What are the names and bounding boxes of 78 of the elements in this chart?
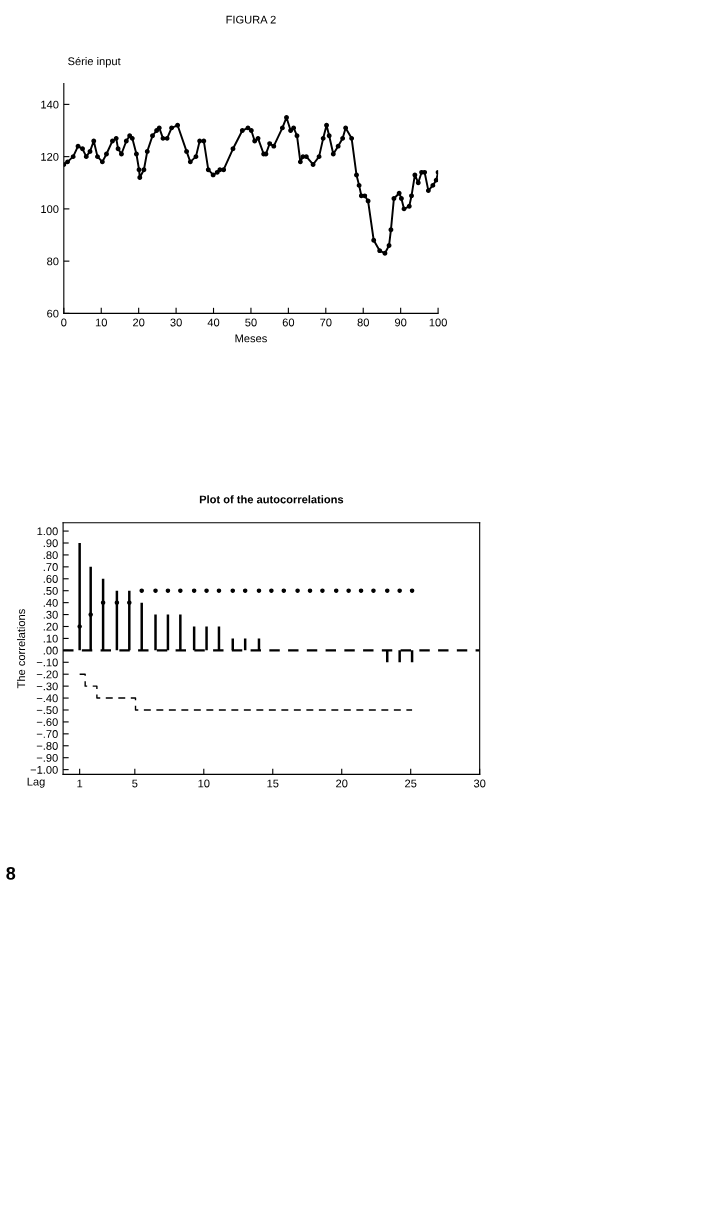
point bbox=[269, 588, 274, 593]
point bbox=[114, 600, 120, 605]
x-tick-label: 10 bbox=[95, 318, 107, 327]
point bbox=[216, 588, 222, 593]
point bbox=[242, 588, 248, 593]
point bbox=[256, 588, 262, 593]
point bbox=[100, 600, 106, 605]
y-tick-label: −.60 bbox=[36, 718, 58, 727]
y-tick-label: 100 bbox=[41, 205, 59, 214]
y-tick-label: .20 bbox=[43, 622, 58, 631]
x-tick-label: 25 bbox=[405, 779, 417, 788]
x-tick-label: 40 bbox=[207, 318, 220, 327]
y-tick-label: −.40 bbox=[36, 694, 58, 703]
x-axis-title: Meses bbox=[235, 334, 267, 343]
x-tick-label: 20 bbox=[336, 779, 348, 788]
point bbox=[333, 588, 339, 593]
chart-title: FIGURA 2 bbox=[226, 15, 276, 24]
point bbox=[346, 588, 351, 593]
point bbox=[77, 624, 82, 629]
y-tick-label: .50 bbox=[43, 586, 58, 595]
y-tick-label: .60 bbox=[43, 575, 58, 583]
y-tick-label: −.50 bbox=[36, 706, 58, 715]
x-tick-label: 5 bbox=[132, 779, 138, 788]
x-tick-label: 1 bbox=[77, 779, 83, 788]
y-tick-label: 120 bbox=[41, 152, 59, 161]
y-tick-label: −1.00 bbox=[30, 765, 58, 774]
point bbox=[153, 588, 158, 593]
point bbox=[204, 588, 209, 593]
point bbox=[165, 588, 171, 593]
y-tick-label: .10 bbox=[43, 634, 58, 643]
point bbox=[139, 588, 144, 593]
y-tick-label: −.90 bbox=[36, 753, 58, 762]
y-tick-label: .30 bbox=[43, 610, 58, 619]
y-tick-label: 1.00 bbox=[37, 527, 58, 536]
x-tick-label: 70 bbox=[320, 318, 332, 327]
y-axis-title: Série input bbox=[68, 56, 121, 68]
y-tick-label: .70 bbox=[43, 563, 58, 571]
y-tick-label: 140 bbox=[41, 100, 59, 109]
x-tick-label: 20 bbox=[133, 318, 145, 327]
point bbox=[295, 588, 300, 593]
y-tick-label: −.20 bbox=[36, 670, 58, 679]
y-tick-label: .40 bbox=[43, 598, 58, 607]
y-tick-label: .80 bbox=[43, 551, 58, 560]
x-tick-label: 80 bbox=[357, 318, 369, 327]
x-tick-label: 100 bbox=[429, 318, 447, 327]
y-tick-label: .00 bbox=[43, 646, 58, 655]
point bbox=[127, 600, 132, 605]
point bbox=[371, 588, 376, 593]
point bbox=[397, 588, 402, 593]
point bbox=[230, 588, 236, 593]
x-tick-label: 0 bbox=[61, 318, 67, 327]
y-tick-label: −.80 bbox=[36, 742, 58, 750]
point bbox=[409, 588, 415, 593]
chart-title: Plot of the autocorrelations bbox=[199, 495, 344, 504]
y-tick-label: −.70 bbox=[36, 730, 58, 738]
point bbox=[385, 588, 390, 593]
x-tick-label: 30 bbox=[170, 318, 182, 327]
y-tick-label: −.10 bbox=[36, 658, 58, 667]
x-tick-label: 30 bbox=[473, 779, 486, 788]
x-tick-label: 50 bbox=[245, 318, 257, 327]
text: 8 bbox=[6, 866, 16, 880]
point bbox=[281, 588, 287, 593]
point bbox=[320, 588, 325, 593]
x-tick-label: 60 bbox=[282, 318, 295, 327]
y-axis-title: The correlations bbox=[16, 609, 26, 689]
x-tick-label: 15 bbox=[267, 779, 279, 788]
x-tick-label: 10 bbox=[198, 779, 210, 788]
x-tick-label: 90 bbox=[395, 318, 407, 327]
point bbox=[307, 588, 313, 593]
y-tick-label: −.30 bbox=[36, 682, 58, 691]
y-tick-label: 80 bbox=[47, 257, 59, 266]
point bbox=[358, 588, 364, 593]
point bbox=[191, 588, 197, 593]
point bbox=[88, 612, 93, 617]
point bbox=[178, 588, 183, 593]
y-tick-label: 60 bbox=[47, 309, 59, 318]
y-tick-label: .90 bbox=[43, 539, 58, 548]
x-axis-title: Lag bbox=[27, 777, 45, 788]
